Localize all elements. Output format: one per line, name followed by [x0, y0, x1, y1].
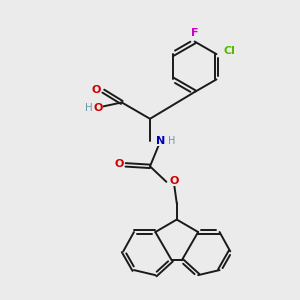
Text: H: H: [168, 136, 175, 146]
Text: O: O: [91, 85, 101, 95]
Text: O: O: [114, 159, 124, 169]
Text: H: H: [85, 103, 92, 113]
Text: O: O: [93, 103, 103, 113]
Text: N: N: [156, 136, 165, 146]
Text: Cl: Cl: [223, 46, 235, 56]
Text: O: O: [169, 176, 178, 186]
Text: F: F: [191, 28, 198, 38]
